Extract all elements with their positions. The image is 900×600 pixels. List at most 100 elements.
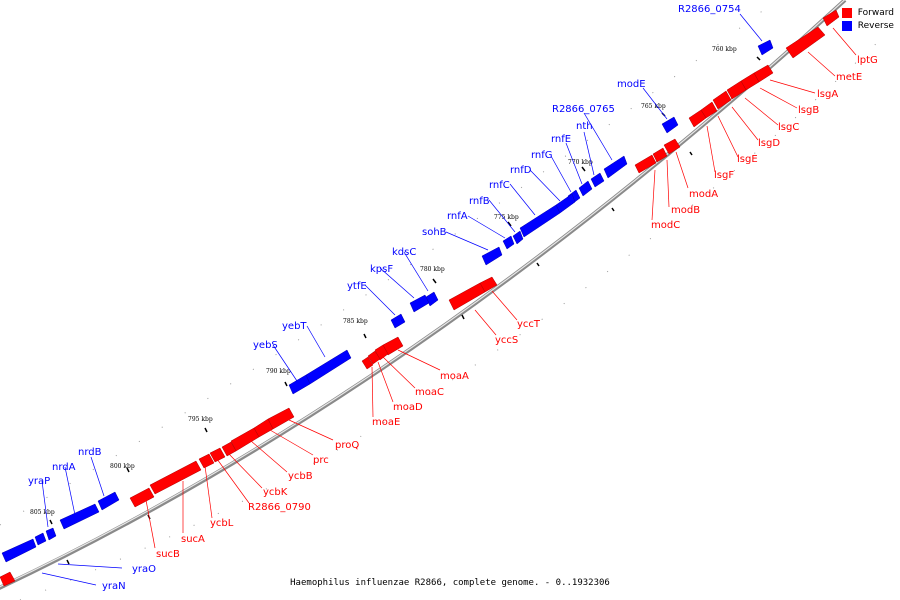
label-lsgF: lsgF: [714, 170, 734, 181]
tick-label-795: 795 kbp: [188, 416, 213, 423]
legend-forward: Forward: [841, 8, 894, 18]
gene-rnfB[interactable]: [512, 230, 524, 245]
label-yebS: yebS: [253, 340, 278, 351]
gene-unlabeled-edge[interactable]: [0, 571, 16, 587]
label-modA: modA: [689, 189, 718, 200]
outer-ring: [0, 0, 778, 526]
tick-label-760: 760 kbp: [712, 46, 737, 53]
label-yraN: yraN: [102, 581, 126, 592]
tick-label-775: 775 kbp: [494, 214, 519, 221]
gene-ycbB[interactable]: [230, 427, 260, 452]
gene-sucA[interactable]: [149, 460, 202, 495]
legend-forward-label: Forward: [857, 8, 894, 18]
label-modC: modC: [651, 220, 680, 231]
label-lsgC: lsgC: [778, 122, 799, 133]
label-moaA: moaA: [440, 371, 469, 382]
reverse-gene-labels: R2866_0754 modE R2866_0765 nth rnfE rnfG…: [28, 4, 741, 592]
reverse-leader-lines: [41, 13, 763, 586]
tick-label-765: 765 kbp: [641, 103, 666, 110]
gene-modE[interactable]: [661, 116, 679, 134]
tick-label-790: 790 kbp: [266, 368, 291, 375]
label-rnfB: rnfB: [469, 196, 490, 207]
label-kdsC: kdsC: [392, 247, 416, 258]
label-sohB: sohB: [422, 227, 447, 238]
label-ycbL: ycbL: [210, 518, 234, 529]
gene-modA[interactable]: [663, 138, 681, 155]
gene-rnfE[interactable]: [578, 180, 593, 197]
label-modE: modE: [617, 79, 646, 90]
gene-moaE[interactable]: [361, 356, 374, 370]
genome-backbone-highlight: [0, 0, 846, 588]
gene-yccS[interactable]: [448, 282, 486, 311]
label-R2866_0790: R2866_0790: [248, 502, 311, 513]
gene-kpsF[interactable]: [409, 294, 430, 313]
label-rnfG: rnfG: [531, 150, 553, 161]
gene-ycbL[interactable]: [198, 453, 215, 469]
gene-lsgC[interactable]: [726, 80, 747, 100]
gene-lptG[interactable]: [822, 9, 840, 27]
label-yraO: yraO: [132, 564, 156, 575]
label-ytfE: ytfE: [347, 281, 367, 292]
label-yccS: yccS: [495, 335, 518, 346]
gene-lsgF[interactable]: [688, 109, 707, 128]
label-kpsF: kpsF: [370, 264, 393, 275]
gene-modC[interactable]: [634, 154, 657, 174]
gene-yebT[interactable]: [305, 349, 352, 385]
gene-sucB[interactable]: [129, 487, 155, 508]
label-lsgD: lsgD: [758, 138, 780, 149]
legend-reverse-label: Reverse: [857, 21, 894, 31]
label-nth: nth: [576, 121, 593, 132]
gene-nrdA[interactable]: [59, 503, 100, 530]
gene-nrdB[interactable]: [97, 491, 120, 511]
gene-sohB[interactable]: [481, 246, 503, 266]
gene-modB[interactable]: [652, 147, 668, 163]
label-R2866_0754: R2866_0754: [678, 4, 741, 15]
gene-ytfE[interactable]: [390, 313, 406, 329]
label-R2866_0765: R2866_0765: [552, 104, 615, 115]
gene-proQ[interactable]: [267, 407, 295, 430]
label-sucB: sucB: [156, 549, 180, 560]
gene-yraP[interactable]: [45, 527, 57, 541]
label-prc: prc: [313, 455, 329, 466]
gene-nth[interactable]: [590, 172, 605, 188]
gene-R2866_0765[interactable]: [603, 155, 628, 179]
label-rnfD: rnfD: [510, 165, 532, 176]
gene-lsgD[interactable]: [712, 90, 732, 110]
tick-label-805: 805 kbp: [30, 509, 55, 516]
label-moaD: moaD: [393, 402, 423, 413]
label-lsgE: lsgE: [737, 154, 758, 165]
label-moaC: moaC: [415, 387, 444, 398]
forward-gene-labels: lptG metE lsgA lsgB lsgC lsgD lsgE lsgF …: [156, 55, 878, 560]
tick-label-785: 785 kbp: [343, 318, 368, 325]
label-yccT: yccT: [517, 319, 541, 330]
gene-moaD[interactable]: [367, 350, 381, 365]
label-ycbB: ycbB: [288, 471, 313, 482]
label-nrdA: nrdA: [52, 462, 76, 473]
gene-yraN[interactable]: [1, 538, 37, 563]
label-yraP: yraP: [28, 476, 50, 487]
label-metE: metE: [836, 72, 862, 83]
label-lptG: lptG: [857, 55, 878, 66]
tick-label-780: 780 kbp: [420, 266, 445, 273]
gene-metE[interactable]: [785, 26, 826, 59]
gene-R2866_0790[interactable]: [209, 447, 226, 463]
label-modB: modB: [671, 205, 700, 216]
genome-backbone: [0, 0, 847, 590]
gene-ycbK[interactable]: [221, 441, 237, 457]
gene-rnfC[interactable]: [519, 204, 561, 238]
label-lsgB: lsgB: [798, 105, 819, 116]
tick-label-770: 770 kbp: [568, 159, 593, 166]
label-rnfA: rnfA: [447, 211, 468, 222]
label-sucA: sucA: [181, 534, 205, 545]
legend-reverse: Reverse: [841, 21, 894, 31]
gene-R2866_0754[interactable]: [757, 39, 774, 56]
gene-yebS[interactable]: [288, 374, 311, 395]
tick-label-800: 800 kbp: [110, 463, 135, 470]
gene-yraO[interactable]: [34, 532, 47, 546]
label-rnfC: rnfC: [489, 180, 510, 191]
gene-rnfA[interactable]: [502, 235, 515, 250]
label-moaE: moaE: [372, 417, 400, 428]
legend: Forward Reverse: [841, 8, 894, 34]
reverse-genes: [1, 39, 774, 563]
